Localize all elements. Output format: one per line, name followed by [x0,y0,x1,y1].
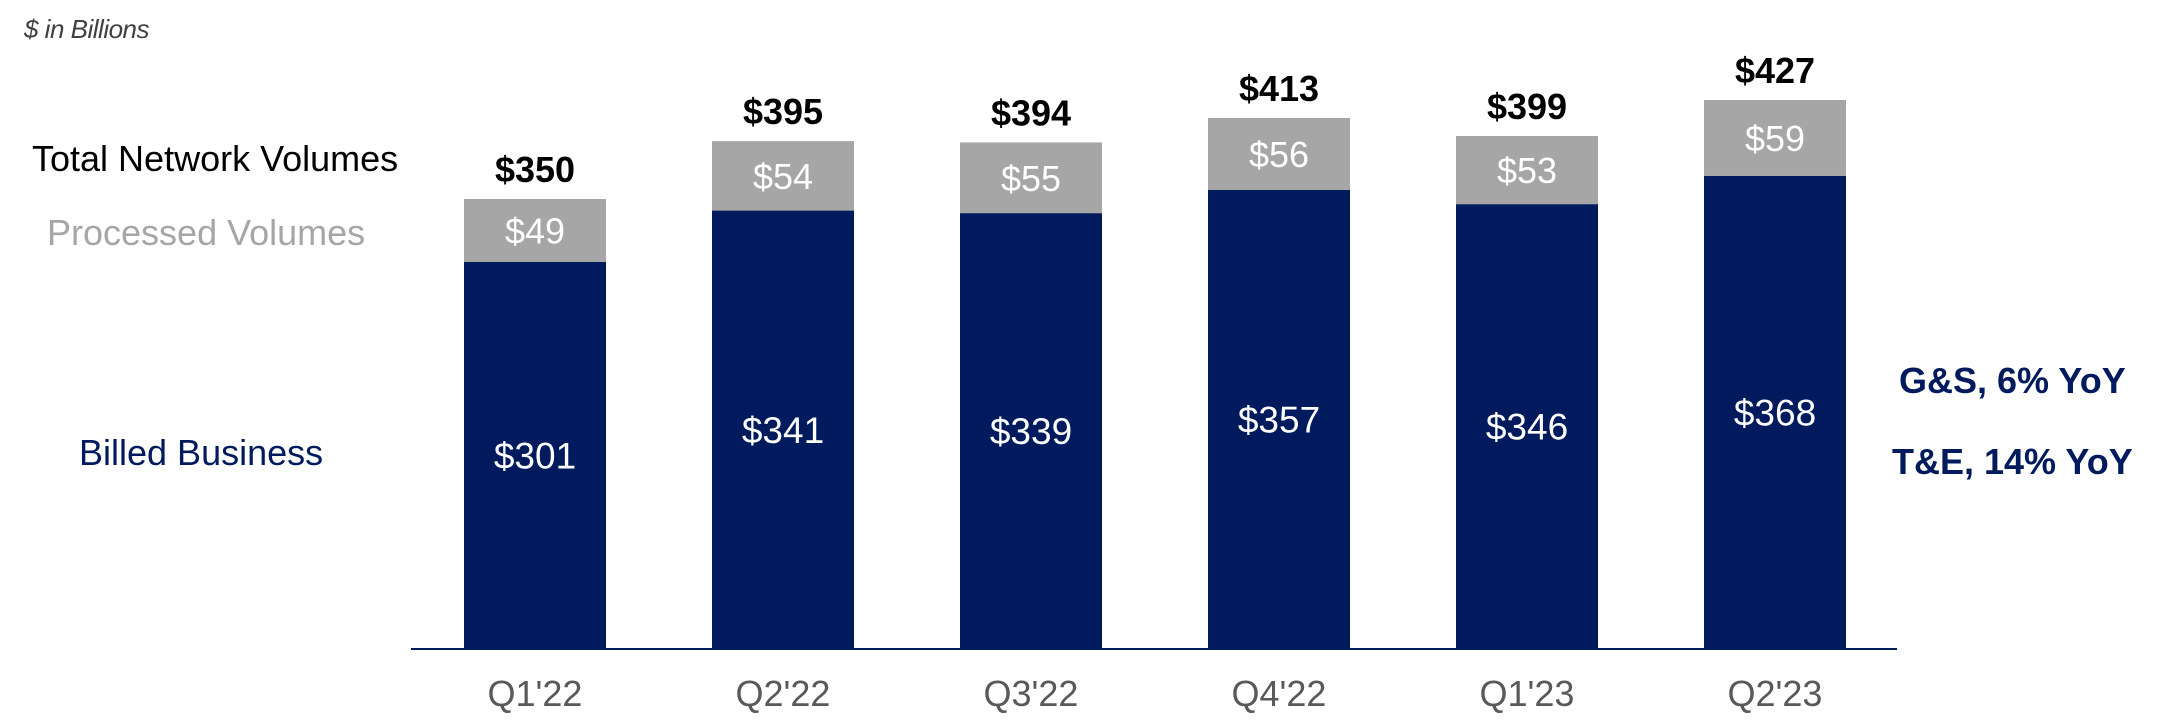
data-label-total: $427 [1735,50,1815,91]
data-label-processed: $55 [1001,158,1061,199]
bar-billed-business [712,210,854,650]
data-label-total: $399 [1487,86,1567,127]
data-label-billed: $341 [742,410,824,451]
x-tick-label: Q2'22 [736,673,831,714]
units-label: $ in Billions [24,14,150,44]
bar-billed-business [1704,175,1846,649]
data-label-billed: $346 [1486,407,1568,448]
bar-billed-business [960,213,1102,649]
data-label-total: $395 [743,91,823,132]
x-tick-label: Q1'23 [1480,673,1575,714]
bar-processed-volumes [712,141,854,211]
data-label-total: $413 [1239,68,1319,109]
data-label-billed: $301 [494,436,576,477]
bar-processed-volumes [1456,136,1598,205]
note-gs-yoy: G&S, 6% YoY [1899,360,2126,401]
bar-billed-business [1456,204,1598,649]
data-label-processed: $54 [753,156,813,197]
bar-processed-volumes [1208,118,1350,190]
bar-processed-volumes [464,199,606,262]
x-tick-label: Q1'22 [488,673,583,714]
x-tick-label: Q2'23 [1728,673,1823,714]
data-label-processed: $49 [505,211,565,252]
data-label-total: $350 [495,149,575,190]
data-label-billed: $339 [990,411,1072,452]
x-tick-label: Q3'22 [984,673,1079,714]
bar-billed-business [464,262,606,649]
data-label-processed: $53 [1497,150,1557,191]
bar-processed-volumes [960,142,1102,214]
note-te-yoy: T&E, 14% YoY [1892,441,2133,482]
data-label-processed: $56 [1249,134,1309,175]
legend-processed-volumes: Processed Volumes [47,212,366,253]
bar-processed-volumes [1704,100,1846,176]
x-tick-label: Q4'22 [1232,673,1327,714]
bar-billed-business [1208,190,1350,649]
legend-billed-business: Billed Business [79,432,324,473]
data-label-billed: $357 [1238,400,1320,441]
data-label-total: $394 [991,92,1071,133]
legend-total-network-volumes: Total Network Volumes [32,138,399,179]
data-label-processed: $59 [1745,118,1805,159]
data-label-billed: $368 [1734,392,1816,433]
